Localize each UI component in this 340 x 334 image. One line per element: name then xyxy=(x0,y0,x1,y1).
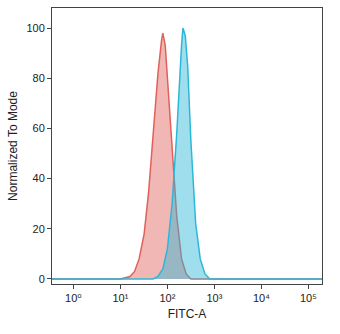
svg-text:Normalized To Mode: Normalized To Mode xyxy=(6,91,20,201)
svg-text:10⁴: 10⁴ xyxy=(253,292,270,304)
svg-text:10³: 10³ xyxy=(206,292,222,304)
svg-text:40: 40 xyxy=(33,172,45,184)
svg-text:20: 20 xyxy=(33,223,45,235)
svg-text:10²: 10² xyxy=(159,292,175,304)
svg-text:10⁵: 10⁵ xyxy=(300,292,317,304)
svg-text:60: 60 xyxy=(33,122,45,134)
svg-text:100: 100 xyxy=(26,22,44,34)
svg-text:10⁰: 10⁰ xyxy=(65,292,82,304)
svg-text:80: 80 xyxy=(33,72,45,84)
svg-text:FITC-A: FITC-A xyxy=(168,307,207,321)
svg-text:0: 0 xyxy=(39,273,45,285)
svg-text:10¹: 10¹ xyxy=(112,292,128,304)
